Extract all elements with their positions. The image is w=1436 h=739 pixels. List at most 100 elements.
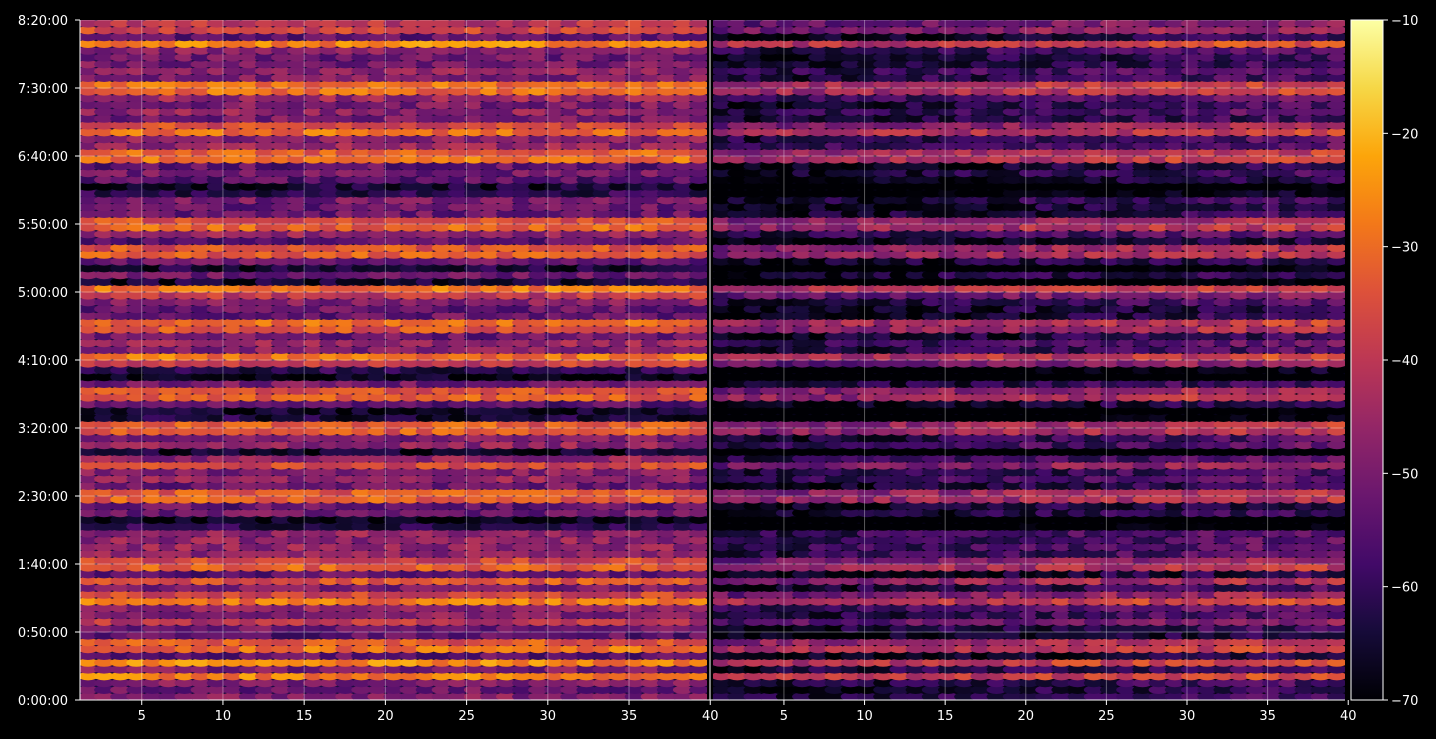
heatmap-cell bbox=[238, 556, 259, 565]
heatmap-cell bbox=[126, 617, 147, 626]
heatmap-cell bbox=[174, 590, 195, 599]
heatmap-cell bbox=[287, 685, 307, 694]
heatmap-cell bbox=[576, 570, 597, 579]
heatmap-cell bbox=[431, 529, 452, 538]
heatmap-cell bbox=[383, 413, 404, 422]
heatmap-cell bbox=[463, 495, 484, 504]
heatmap-cell bbox=[142, 638, 163, 647]
heatmap-cell bbox=[496, 461, 516, 470]
heatmap-cell bbox=[271, 522, 291, 531]
heatmap-cell bbox=[351, 338, 372, 348]
heatmap-cell bbox=[672, 386, 693, 395]
heatmap-cell bbox=[383, 379, 404, 388]
heatmap-cell bbox=[174, 522, 195, 531]
heatmap-cell bbox=[254, 345, 275, 354]
heatmap-cell bbox=[592, 488, 613, 497]
heatmap-cell bbox=[447, 665, 468, 674]
heatmap-cell bbox=[608, 570, 629, 579]
heatmap-cell bbox=[512, 454, 533, 463]
heatmap-cell bbox=[640, 406, 661, 416]
heatmap-cell bbox=[689, 542, 707, 552]
heatmap-cell bbox=[174, 318, 195, 327]
heatmap-cell bbox=[544, 651, 565, 660]
heatmap-cell bbox=[271, 406, 291, 416]
heatmap-cell bbox=[351, 624, 372, 633]
heatmap-cell bbox=[512, 617, 533, 626]
heatmap-cell bbox=[254, 644, 275, 654]
heatmap-cell bbox=[206, 604, 227, 613]
heatmap-cell bbox=[576, 461, 597, 470]
heatmap-cell bbox=[110, 495, 131, 504]
heatmap-cell bbox=[415, 570, 436, 579]
heatmap-cell bbox=[399, 488, 420, 497]
heatmap-cell bbox=[399, 515, 420, 524]
heatmap-cell bbox=[206, 318, 227, 327]
heatmap-cell bbox=[689, 529, 707, 538]
heatmap-cell bbox=[319, 631, 340, 640]
heatmap-cell bbox=[174, 576, 195, 586]
heatmap-cell bbox=[689, 522, 707, 531]
heatmap-cell bbox=[254, 590, 275, 599]
heatmap-cell bbox=[431, 549, 452, 558]
heatmap-cell bbox=[383, 406, 404, 416]
heatmap-cell bbox=[399, 590, 420, 599]
heatmap-cell bbox=[383, 644, 404, 654]
heatmap-cell bbox=[656, 345, 677, 354]
heatmap-cell bbox=[624, 447, 645, 456]
heatmap-cell bbox=[689, 692, 707, 700]
heatmap-cell bbox=[351, 692, 372, 700]
heatmap-cell bbox=[222, 658, 243, 667]
heatmap-cell bbox=[689, 610, 707, 620]
heatmap-cell bbox=[110, 644, 131, 654]
heatmap-cell bbox=[447, 522, 468, 531]
heatmap-cell bbox=[319, 332, 340, 341]
heatmap-cell bbox=[190, 638, 211, 647]
heatmap-cell bbox=[560, 658, 581, 667]
heatmap-cell bbox=[447, 583, 468, 592]
heatmap-cell bbox=[399, 338, 420, 348]
heatmap-cell bbox=[415, 440, 436, 450]
heatmap-cell bbox=[190, 325, 211, 334]
heatmap-cell bbox=[287, 502, 307, 511]
heatmap-cell bbox=[624, 604, 645, 613]
heatmap-cell bbox=[174, 379, 195, 388]
heatmap-cell bbox=[303, 508, 324, 518]
heatmap-cell bbox=[512, 386, 533, 395]
heatmap-cell bbox=[319, 617, 340, 626]
heatmap-cell bbox=[640, 495, 661, 504]
heatmap-cell bbox=[158, 461, 179, 470]
heatmap-cell bbox=[222, 495, 243, 504]
heatmap-cell bbox=[174, 644, 195, 654]
heatmap-cell bbox=[399, 352, 420, 361]
heatmap-cell bbox=[496, 352, 516, 361]
heatmap-cell bbox=[528, 604, 549, 613]
heatmap-cell bbox=[640, 345, 661, 354]
heatmap-cell bbox=[463, 644, 484, 654]
heatmap-cell bbox=[80, 454, 98, 463]
heatmap-cell bbox=[319, 386, 340, 395]
heatmap-cell bbox=[110, 651, 131, 660]
heatmap-cell bbox=[94, 576, 115, 586]
heatmap-cell bbox=[238, 406, 259, 416]
heatmap-cell bbox=[335, 590, 356, 599]
heatmap-cell bbox=[142, 488, 163, 497]
heatmap-cell bbox=[222, 447, 243, 456]
heatmap-cell bbox=[624, 386, 645, 395]
heatmap-cell bbox=[303, 359, 324, 368]
heatmap-cell bbox=[383, 570, 404, 579]
heatmap-cell bbox=[431, 400, 452, 409]
heatmap-cell bbox=[463, 692, 484, 700]
heatmap-cell bbox=[399, 570, 420, 579]
heatmap-cell bbox=[158, 515, 179, 524]
heatmap-cell bbox=[351, 685, 372, 694]
heatmap-cell bbox=[174, 359, 195, 368]
heatmap-cell bbox=[592, 386, 613, 395]
heatmap-cell bbox=[480, 556, 500, 565]
heatmap-cell bbox=[174, 366, 195, 375]
heatmap-cell bbox=[303, 345, 324, 354]
heatmap-cell bbox=[608, 332, 629, 341]
heatmap-cell bbox=[190, 474, 211, 484]
heatmap-cell bbox=[496, 638, 516, 647]
heatmap-cell bbox=[110, 386, 131, 395]
heatmap-cell bbox=[206, 379, 227, 388]
